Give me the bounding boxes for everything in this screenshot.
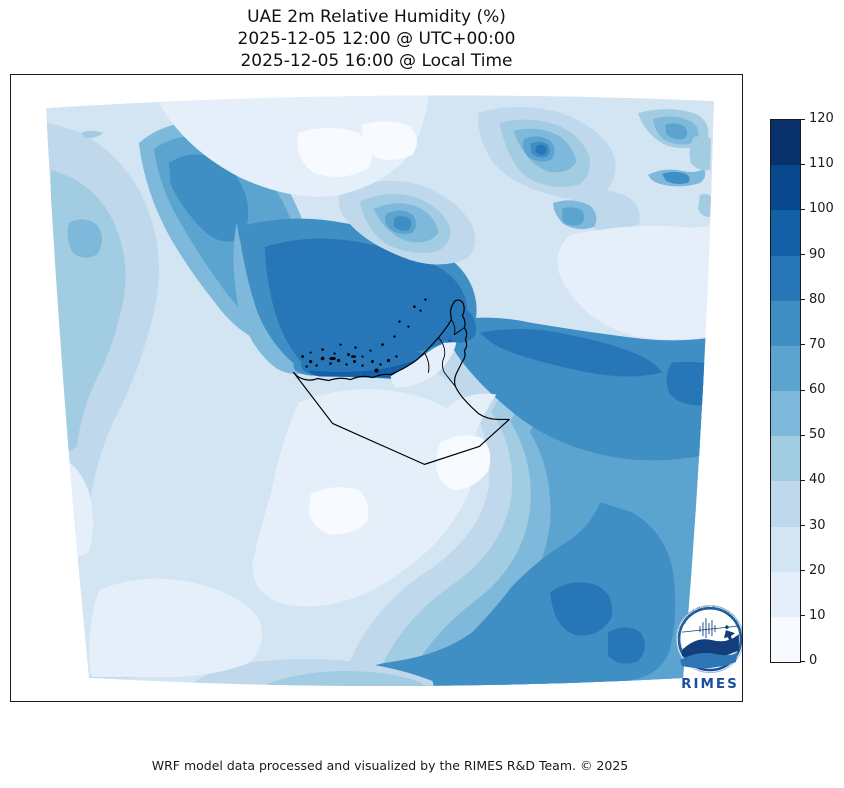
footer-credit: WRF model data processed and visualized … bbox=[151, 758, 629, 773]
colorbar-tick-label: 120 bbox=[809, 111, 834, 127]
colorbar-tick-mark bbox=[801, 479, 805, 481]
contour-region-level-7 bbox=[662, 171, 690, 184]
colorbar-tick-label: 30 bbox=[809, 517, 826, 533]
colorbar-segment bbox=[771, 120, 800, 166]
colorbar-tick-mark bbox=[801, 344, 805, 346]
contour-region-level-8 bbox=[666, 361, 711, 406]
colorbar-segment bbox=[771, 571, 800, 617]
contour-field bbox=[46, 95, 714, 687]
colorbar-segment bbox=[771, 255, 800, 301]
colorbar-segment bbox=[771, 481, 800, 527]
colorbar-tick-mark bbox=[801, 299, 805, 301]
title-line-3: 2025-12-05 16:00 @ Local Time bbox=[240, 51, 513, 71]
contour-region-level-5 bbox=[67, 219, 102, 258]
contour-region-level-1 bbox=[89, 578, 263, 678]
contour-region-level-6 bbox=[562, 207, 585, 226]
colorbar-ticks: 0 10 20 30 40 50 60 70 80 90 100 110 120 bbox=[801, 111, 844, 668]
logo-wave-dark bbox=[682, 634, 739, 659]
colorbar-tick-mark bbox=[801, 254, 805, 255]
contour-region-level-7 bbox=[340, 502, 676, 687]
title-line-2: 2025-12-05 12:00 @ UTC+00:00 bbox=[237, 29, 516, 49]
contour-region-level-0 bbox=[436, 435, 491, 491]
colorbar-tick-mark bbox=[801, 525, 805, 526]
colorbar-tick-label: 80 bbox=[809, 291, 826, 307]
colorbar-tick-label: 110 bbox=[809, 156, 834, 172]
map-axes-frame: Regional Integrated Multi-Hazard Early W… bbox=[10, 74, 743, 702]
colorbar-tick-mark bbox=[801, 615, 805, 617]
contour-region-level-0 bbox=[308, 487, 369, 535]
colorbar-tick-label: 40 bbox=[809, 472, 826, 488]
colorbar-segment bbox=[771, 210, 800, 256]
title-line-1: UAE 2m Relative Humidity (%) bbox=[247, 7, 506, 27]
colorbar-segment bbox=[771, 436, 800, 482]
colorbar-tick-mark bbox=[801, 118, 805, 120]
contour-region-level-8 bbox=[550, 582, 613, 636]
colorbar-tick-label: 100 bbox=[809, 201, 834, 217]
contour-region-level-0 bbox=[297, 127, 372, 177]
contour-region-level-4 bbox=[689, 136, 711, 171]
colorbar-tick-label: 60 bbox=[809, 382, 826, 398]
contour-region-level-8 bbox=[264, 238, 467, 379]
logo-figure bbox=[723, 630, 735, 644]
contour-region-level-8 bbox=[608, 627, 645, 664]
contour-region-level-7 bbox=[393, 216, 412, 231]
colorbar-tick-label: 70 bbox=[809, 337, 826, 353]
figure-title-block: UAE 2m Relative Humidity (%) 2025-12-05 … bbox=[11, 6, 742, 72]
contour-region-level-0 bbox=[362, 121, 417, 160]
contour-region-level-1 bbox=[557, 224, 711, 340]
contour-region-level-6 bbox=[665, 123, 688, 140]
colorbar-segment bbox=[771, 345, 800, 392]
colorbar-tick-label: 0 bbox=[809, 653, 818, 669]
colorbar-segment bbox=[771, 526, 800, 572]
contour-region-level-8 bbox=[535, 144, 547, 155]
contour-region-level-7 bbox=[442, 317, 711, 461]
logo-wordmark: RIMES bbox=[681, 676, 739, 692]
colorbar-segment bbox=[771, 391, 800, 437]
colorbar-tick-mark bbox=[801, 163, 805, 165]
colorbar-tick-mark bbox=[801, 389, 805, 391]
colorbar-segment bbox=[771, 616, 800, 663]
contour-region-level-4 bbox=[260, 671, 423, 687]
colorbar-tick-mark bbox=[801, 570, 805, 572]
colorbar-tick-mark bbox=[801, 434, 805, 436]
colorbar-tick-label: 50 bbox=[809, 427, 826, 443]
colorbar-tick-label: 10 bbox=[809, 608, 826, 624]
colorbar-tick-label: 20 bbox=[809, 562, 826, 578]
logo-wave-light bbox=[680, 652, 738, 669]
contour-region-level-7 bbox=[168, 154, 249, 242]
contour-region-level-4 bbox=[697, 194, 711, 217]
contour-region-level-4 bbox=[80, 130, 103, 139]
colorbar-tick-label: 90 bbox=[809, 246, 826, 262]
contour-region-level-1 bbox=[390, 342, 457, 388]
colorbar-segment bbox=[771, 165, 800, 211]
logo-figure-head bbox=[725, 625, 729, 629]
colorbar-tick-mark bbox=[801, 660, 805, 662]
colorbar bbox=[770, 119, 801, 663]
colorbar-segment bbox=[771, 300, 800, 346]
humidity-map: Regional Integrated Multi-Hazard Early W… bbox=[11, 75, 742, 692]
islands bbox=[301, 298, 427, 373]
uae-border bbox=[293, 299, 510, 465]
colorbar-tick-mark bbox=[801, 208, 805, 210]
contour-region-level-5 bbox=[233, 222, 309, 375]
contour-region-level-8 bbox=[480, 329, 663, 377]
